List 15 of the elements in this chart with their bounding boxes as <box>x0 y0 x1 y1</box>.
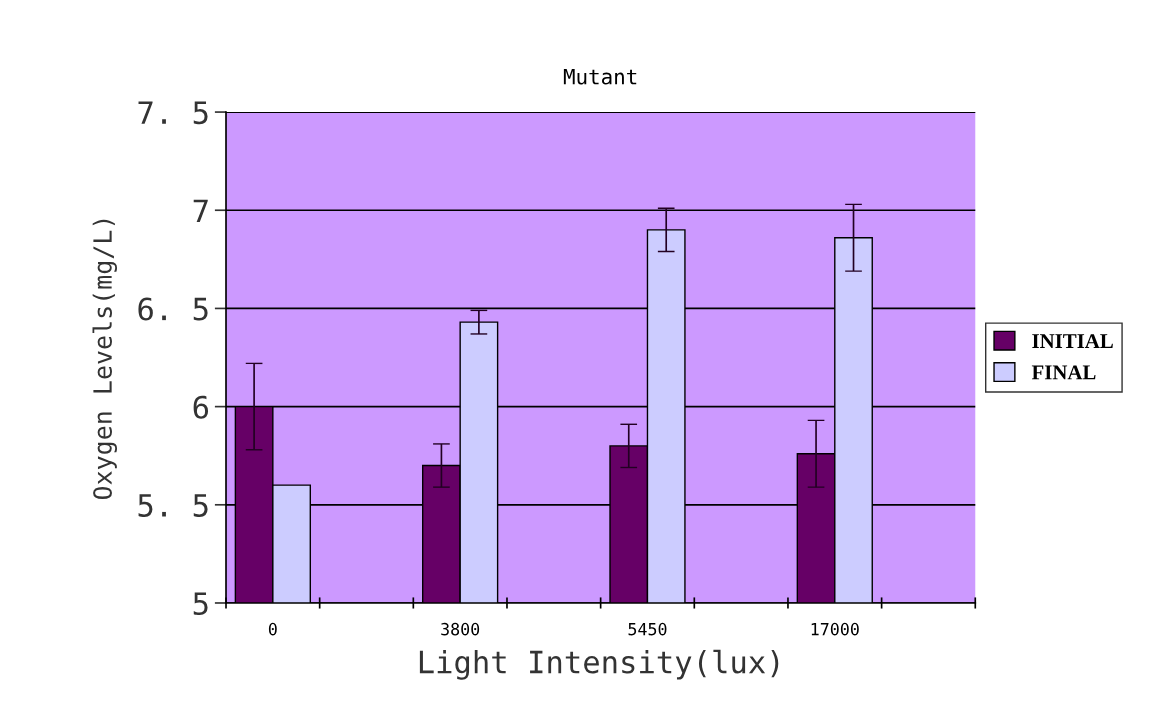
y-tick-label: 5. 5 <box>138 494 208 517</box>
y-tick-label: 5 <box>193 592 208 616</box>
legend-label: FINAL <box>1031 365 1096 380</box>
y-tick-label: 6. 5 <box>138 297 208 321</box>
y-axis-title: Oxygen Levels(mg/L) <box>92 219 118 500</box>
x-tick-label: 5450 <box>628 622 667 636</box>
y-tick-label: 7. 5 <box>138 101 208 125</box>
y-tick-label: 7 <box>193 199 208 222</box>
legend-label: INITIAL <box>1032 334 1113 348</box>
chart-title: Mutant <box>563 69 637 85</box>
x-tick-label: 3800 <box>441 622 480 636</box>
y-tick-label: 6 <box>193 395 209 419</box>
x-tick-label: 17000 <box>811 622 859 636</box>
x-axis-title: Light Intensity(lux) <box>419 649 779 680</box>
x-tick-label: 0 <box>268 622 277 636</box>
